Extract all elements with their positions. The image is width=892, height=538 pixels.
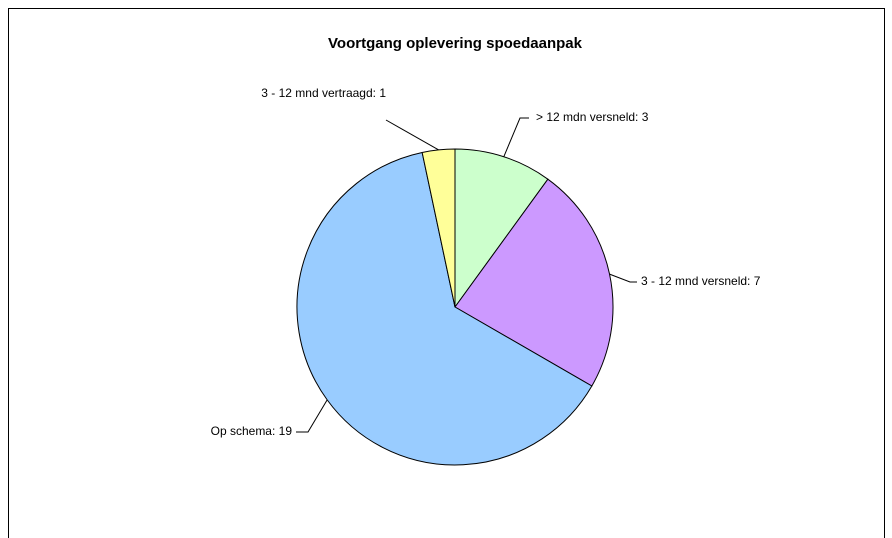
data-label: Op schema: 19 (211, 424, 293, 438)
pie-slice (454, 178, 614, 387)
data-label: > 12 mdn versneld: 3 (536, 110, 649, 124)
chart-frame (8, 8, 885, 538)
leader-line (609, 273, 637, 283)
pie-slice (296, 151, 593, 466)
leader-line (296, 399, 328, 433)
leader-line (385, 119, 439, 151)
chart-title: Voortgang oplevering spoedaanpak (328, 35, 583, 52)
data-label: 3 - 12 mnd versneld: 7 (641, 274, 761, 288)
pie-slice (421, 148, 456, 308)
data-label: 3 - 12 mnd vertraagd: 1 (261, 86, 386, 100)
leader-line (503, 117, 529, 157)
